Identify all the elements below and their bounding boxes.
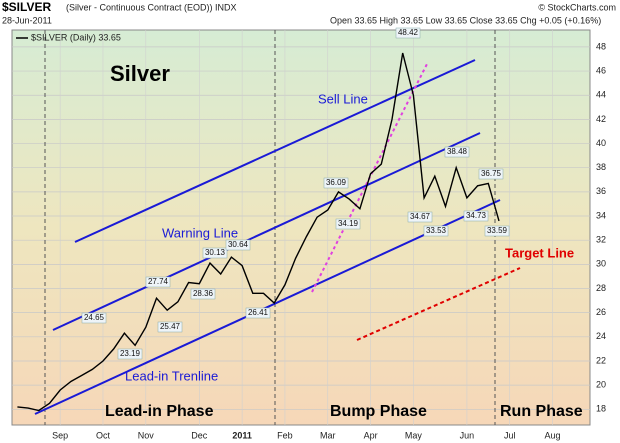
sell-label: Sell Line	[318, 91, 368, 106]
annotation: 48.42	[398, 28, 419, 37]
annotation-box	[245, 307, 271, 319]
annotation: 28.36	[193, 289, 214, 298]
x-tick-label: 2011	[232, 430, 252, 440]
y-tick-label: 28	[596, 283, 606, 293]
target-label: Target Line	[505, 245, 574, 260]
annotation: 30.13	[205, 248, 226, 257]
annotation: 23.19	[120, 349, 141, 358]
y-tick-label: 44	[596, 90, 606, 100]
sell-line	[74, 59, 476, 243]
annotation: 34.19	[338, 219, 359, 228]
price-line	[17, 52, 500, 412]
x-tick-label: Mar	[320, 430, 336, 440]
annotation: 25.47	[160, 322, 181, 331]
x-tick-label: Dec	[191, 430, 208, 440]
symbol-title: $SILVER	[2, 0, 51, 14]
annotation: 26.41	[248, 308, 269, 317]
asset-label: Silver	[110, 61, 170, 86]
annotation: 34.73	[466, 211, 487, 220]
phase-label: Bump Phase	[330, 403, 427, 420]
x-tick-label: Oct	[96, 430, 111, 440]
annotation-box	[81, 312, 107, 324]
annotation-box	[484, 225, 510, 237]
x-tick-label: Sep	[52, 430, 68, 440]
annotation: 30.64	[228, 240, 249, 249]
annotation-box	[395, 27, 421, 39]
y-tick-label: 20	[596, 380, 606, 390]
legend-entry: $SILVER (Daily) 33.65	[31, 32, 121, 42]
annotation-box	[225, 239, 251, 251]
series-layer	[17, 52, 500, 412]
annotation: 36.09	[326, 178, 347, 187]
annotation: 33.59	[487, 226, 508, 235]
annotation-box	[157, 321, 183, 333]
grid-layer	[12, 30, 590, 425]
annotation-box	[463, 210, 489, 222]
annotation-box	[423, 225, 449, 237]
annotation-box	[335, 218, 361, 230]
x-tick-label: May	[405, 430, 423, 440]
warning-label: Warning Line	[162, 225, 238, 240]
annotation-box	[444, 146, 470, 158]
annotation-box	[407, 211, 433, 223]
x-tick-label: Jul	[504, 430, 516, 440]
annotation: 38.48	[447, 147, 468, 156]
annotation: 33.53	[426, 226, 447, 235]
y-tick-label: 42	[596, 114, 606, 124]
annotation-box	[202, 247, 228, 259]
y-tick-label: 26	[596, 307, 606, 317]
leadin-line	[34, 199, 501, 415]
annotation: 24.65	[84, 313, 105, 322]
y-tick-label: 32	[596, 235, 606, 245]
y-tick-label: 38	[596, 162, 606, 172]
x-tick-label: Feb	[277, 430, 293, 440]
quote: Open 33.65 High 33.65 Low 33.65 Close 33…	[330, 15, 601, 25]
leadin-label: Lead-in Trenline	[125, 368, 218, 383]
annotation-box	[323, 177, 349, 189]
annotation-box	[117, 348, 143, 360]
x-tick-label: Jun	[460, 430, 475, 440]
phase-label: Lead-in Phase	[105, 403, 214, 420]
annotation-box	[190, 288, 216, 300]
y-tick-label: 48	[596, 41, 606, 51]
annotation-box	[145, 276, 171, 288]
annotation: 36.75	[481, 169, 502, 178]
subtitle: (Silver - Continuous Contract (EOD)) IND…	[66, 2, 237, 12]
annotation-box	[478, 168, 504, 180]
phase-label: Run Phase	[500, 403, 583, 420]
target-line	[356, 267, 521, 341]
x-tick-label: Apr	[364, 430, 378, 440]
credit: © StockCharts.com	[538, 2, 616, 12]
warning-line	[52, 132, 481, 331]
annotation: 27.74	[148, 277, 169, 286]
y-tick-label: 24	[596, 331, 606, 341]
x-tick-label: Nov	[138, 430, 155, 440]
y-tick-label: 34	[596, 210, 606, 220]
y-tick-label: 40	[596, 138, 606, 148]
y-tick-label: 22	[596, 355, 606, 365]
y-tick-label: 36	[596, 186, 606, 196]
annotation: 34.67	[410, 212, 431, 221]
date: 28-Jun-2011	[2, 15, 52, 25]
y-tick-label: 46	[596, 65, 606, 75]
x-tick-label: Aug	[545, 430, 561, 440]
y-tick-label: 18	[596, 404, 606, 414]
y-tick-label: 30	[596, 259, 606, 269]
